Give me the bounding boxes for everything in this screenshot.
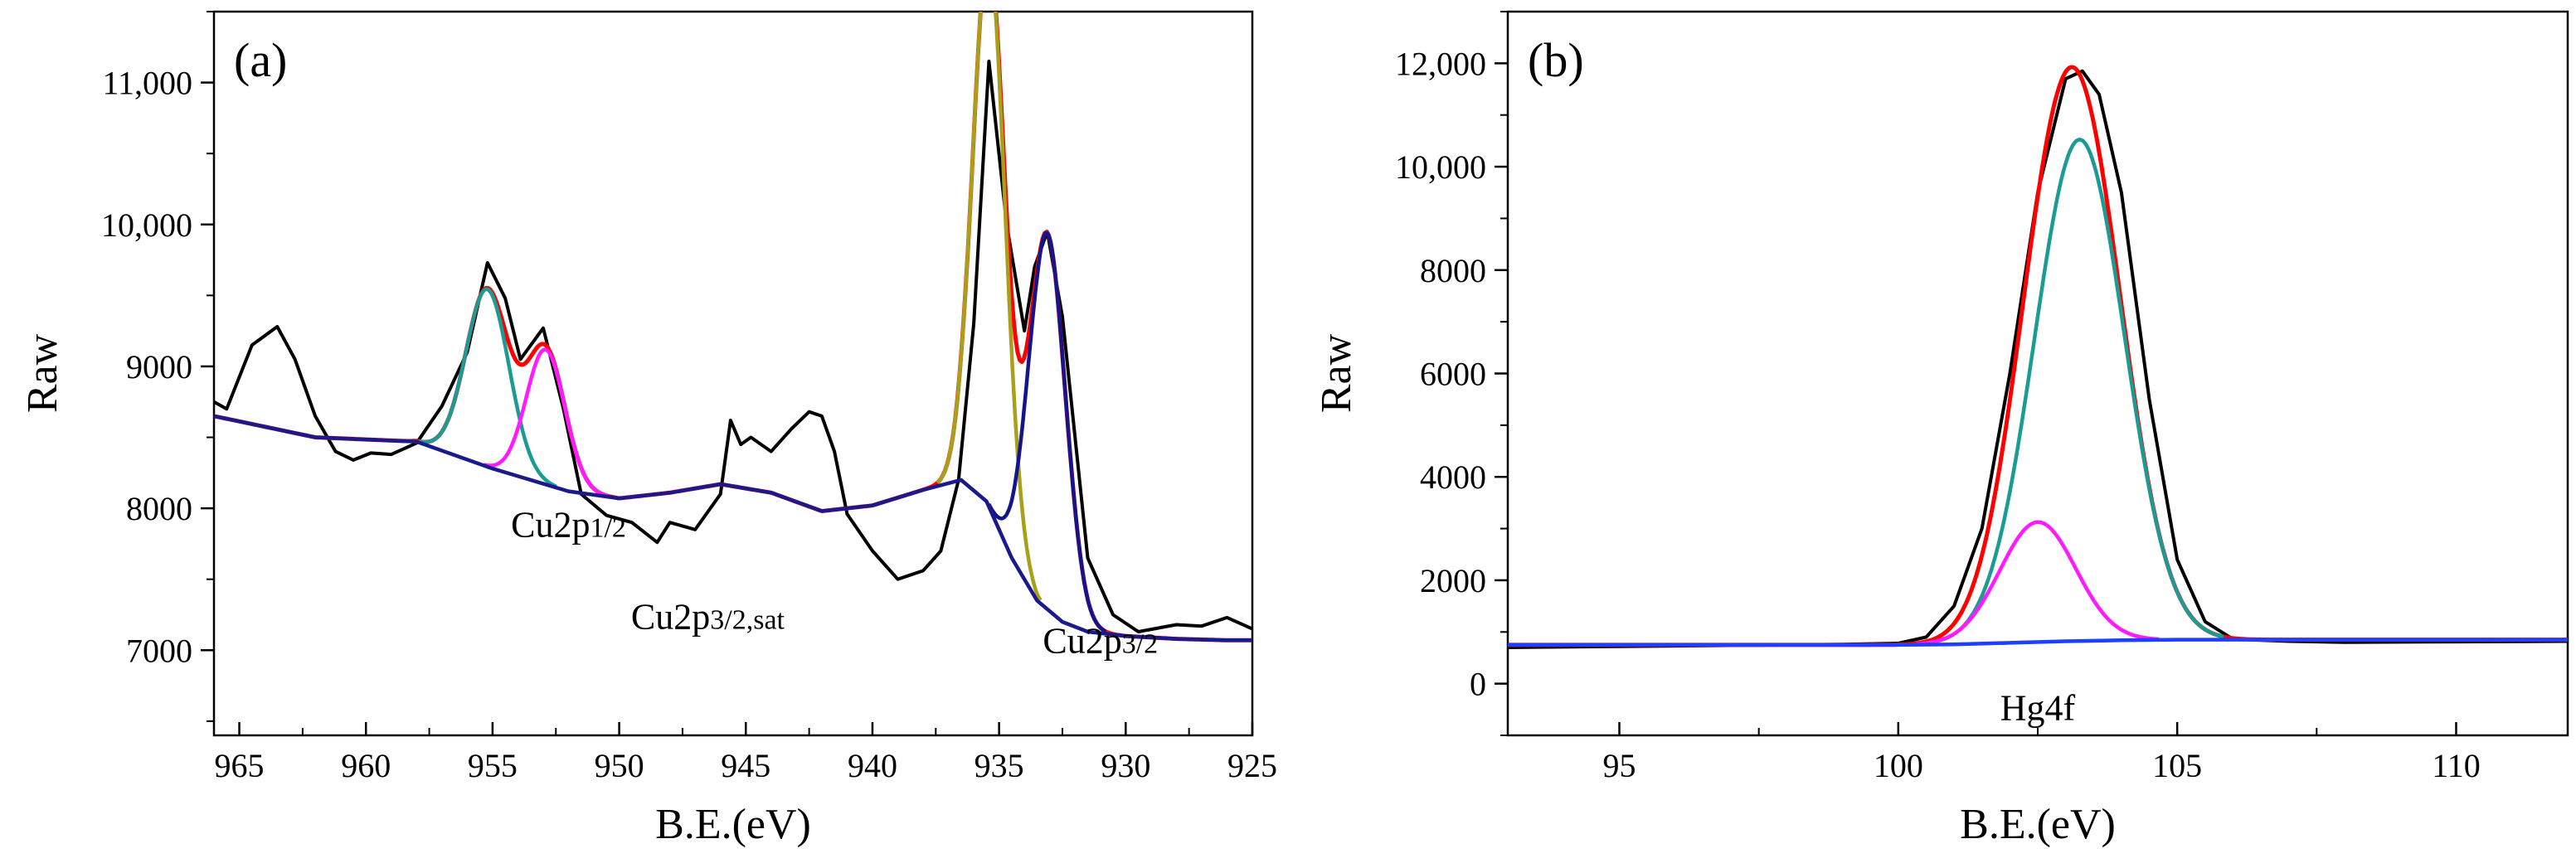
- peak-annotation: Cu2p3/2: [1043, 621, 1158, 662]
- y-tick-label: 0: [1470, 666, 1486, 703]
- raw-data-line: [214, 59, 1252, 633]
- y-tick-label: 10,000: [1395, 148, 1486, 186]
- y-tick-label: 7000: [126, 632, 192, 669]
- x-axis-title: B.E.(eV): [1960, 801, 2116, 848]
- raw-data-line: [1508, 69, 2568, 649]
- y-tick-label: 12,000: [1395, 45, 1486, 82]
- y-tick-label: 2000: [1420, 562, 1486, 599]
- annotation-sub: 1/2: [590, 512, 625, 543]
- peak-annotation: Cu2p1/2: [511, 504, 626, 545]
- background-line: [214, 414, 1252, 643]
- fit-envelope-line: [1508, 65, 2568, 647]
- fit-peak-1: [1916, 520, 2160, 647]
- fit-peak-0: [417, 287, 558, 488]
- x-tick-label: 940: [848, 747, 897, 784]
- fit-envelope-line: [214, 12, 1252, 643]
- fit-peak-3: [987, 230, 1107, 633]
- annotation-sub: 3/2: [1122, 629, 1158, 660]
- fit-peak-0: [1935, 138, 2224, 643]
- panel-label: (a): [234, 33, 287, 87]
- annotation-base: Cu2p: [1043, 621, 1121, 662]
- fit-peak-1: [483, 347, 610, 498]
- y-axis-title: Raw: [19, 333, 66, 413]
- x-tick-label: 965: [215, 747, 265, 784]
- x-tick-label: 960: [341, 747, 391, 784]
- x-tick-label: 95: [1603, 747, 1636, 784]
- annotation-sub: 3/2,sat: [710, 605, 785, 636]
- curves: [1508, 65, 2568, 649]
- y-tick-label: 8000: [126, 490, 192, 527]
- fit-peak-2: [936, 12, 1043, 602]
- peak-annotation: Hg4f: [2000, 687, 2076, 728]
- x-tick-label: 935: [975, 747, 1024, 784]
- x-tick-label: 930: [1101, 747, 1150, 784]
- plot-frame: [1506, 10, 2569, 737]
- annotation-base: Cu2p: [511, 504, 590, 545]
- y-tick-label: 11,000: [102, 65, 192, 102]
- x-tick-label: 950: [595, 747, 644, 784]
- y-tick-label: 4000: [1420, 458, 1486, 496]
- x-tick-label: 945: [721, 747, 770, 784]
- panel-b-hg4f-spectrum: 95 100 105 110 0 2000 4000 6000 8000 10,000 12,000…: [1313, 10, 2569, 848]
- x-tick-label: 100: [1874, 747, 1923, 784]
- plot-frame: [212, 10, 1254, 737]
- peak-annotation: Cu2p3/2,sat: [631, 597, 785, 638]
- annotation-base: Hg4f: [2000, 687, 2076, 728]
- y-tick-label: 8000: [1420, 252, 1486, 289]
- annotation-base: Cu2p: [631, 597, 710, 638]
- y-axis-title: Raw: [1313, 333, 1360, 413]
- panel-a-cu2p-spectrum: 965 960 955 950 945 940 935 930 925 7000 8000 9000 1…: [19, 10, 1277, 848]
- y-tick-label: 6000: [1420, 356, 1486, 393]
- x-tick-label: 110: [2432, 747, 2481, 784]
- background-line: [1508, 638, 2568, 647]
- y-tick-label: 10,000: [101, 206, 192, 244]
- y-tick-label: 9000: [126, 348, 192, 386]
- x-tick-label: 925: [1227, 747, 1277, 784]
- x-tick-label: 105: [2152, 747, 2202, 784]
- x-axis-title: B.E.(eV): [655, 801, 811, 848]
- curves: [214, 12, 1252, 643]
- x-tick-label: 955: [468, 747, 518, 784]
- panel-label: (b): [1528, 33, 1584, 87]
